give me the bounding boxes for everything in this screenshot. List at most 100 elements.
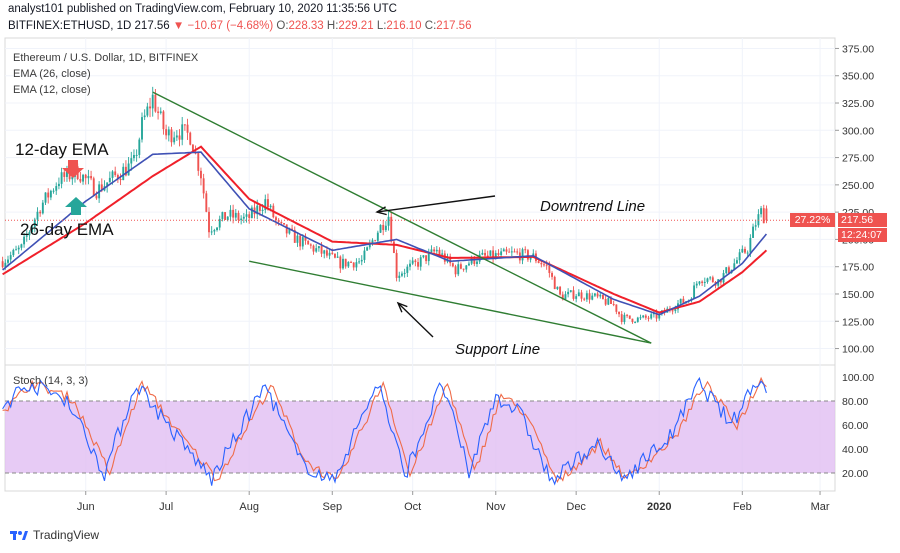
candle-body xyxy=(23,236,26,245)
candle-body xyxy=(703,281,706,283)
candle-body xyxy=(406,266,409,273)
candle-body xyxy=(516,251,519,253)
annotation-downtrend: Downtrend Line xyxy=(540,198,646,215)
high-label: H: xyxy=(326,20,339,32)
legend-ema12[interactable]: EMA (12, close) xyxy=(13,84,91,96)
candle-body xyxy=(4,262,7,268)
candle-body xyxy=(304,237,307,241)
legend-stoch[interactable]: Stoch (14, 3, 3) xyxy=(13,375,89,387)
candle-body xyxy=(49,190,52,198)
candle-body xyxy=(596,293,599,297)
candle-body xyxy=(733,263,736,270)
candle-body xyxy=(28,232,31,236)
stoch-band xyxy=(5,400,835,474)
candle-body xyxy=(151,94,154,109)
candle-body xyxy=(698,281,701,284)
candle-body xyxy=(39,211,42,214)
candle-body xyxy=(291,228,294,230)
ema12-line xyxy=(2,151,768,316)
candle-body xyxy=(634,321,637,323)
annotation-arrows xyxy=(62,160,496,338)
candle-body xyxy=(296,235,299,243)
price-tick-label: 300.00 xyxy=(842,125,874,137)
candle-body xyxy=(682,298,685,303)
candle-body xyxy=(133,155,135,159)
price-axis[interactable]: 375.00350.00325.00300.00275.00250.00225.… xyxy=(835,43,874,480)
time-tick-label: Aug xyxy=(239,501,259,513)
ema26-marker-arrow xyxy=(65,197,87,215)
time-tick-label: Sep xyxy=(322,501,342,513)
candle-body xyxy=(202,178,205,194)
candle-body xyxy=(250,207,253,219)
candle-body xyxy=(315,248,318,252)
candle-body xyxy=(258,205,261,211)
price-pane-border xyxy=(4,37,836,366)
candle-body xyxy=(508,251,511,253)
candle-body xyxy=(540,262,543,265)
candle-body xyxy=(379,224,382,233)
candle-body xyxy=(459,264,462,269)
candle-body xyxy=(224,212,227,220)
time-tick-label: Jun xyxy=(77,501,95,513)
candle-body xyxy=(695,283,698,286)
candle-body xyxy=(106,182,109,187)
candle-body xyxy=(618,311,620,315)
time-tick-label: 2020 xyxy=(647,501,671,513)
candle-body xyxy=(216,227,218,231)
candle-body xyxy=(577,292,580,297)
candle-body xyxy=(100,184,103,191)
change-percent-badge: 27.22% xyxy=(790,213,835,228)
candle-body xyxy=(626,314,629,316)
publish-info: analyst101 published on TradingView.com,… xyxy=(8,3,397,15)
legend-ema26[interactable]: EMA (26, close) xyxy=(13,68,91,80)
candle-body xyxy=(181,124,184,140)
candle-body xyxy=(572,290,575,299)
price-tick-label: 175.00 xyxy=(842,262,874,274)
candle-body xyxy=(468,263,470,266)
candle-body xyxy=(701,281,704,283)
candle-body xyxy=(157,111,160,113)
symbol-line: BITFINEX:ETHUSD, 1D 217.56 ▼ −10.67 (−4.… xyxy=(8,20,471,32)
price-tick-label: 250.00 xyxy=(842,180,874,192)
candle-body xyxy=(87,176,90,179)
candle-body xyxy=(765,208,768,221)
candle-body xyxy=(208,211,210,233)
candle-body xyxy=(510,251,513,253)
candle-body xyxy=(323,250,326,254)
stoch-tick-label: 100.00 xyxy=(842,372,874,384)
candle-body xyxy=(414,260,417,263)
candle-body xyxy=(221,212,224,219)
candle-body xyxy=(178,135,181,140)
candle-body xyxy=(92,178,95,196)
candle-body xyxy=(371,240,374,244)
candle-body xyxy=(537,261,540,263)
candle-body xyxy=(449,256,452,264)
candle-body xyxy=(347,261,350,267)
candle-body xyxy=(44,192,47,203)
candle-body xyxy=(143,115,146,118)
candle-body xyxy=(283,223,285,225)
candle-body xyxy=(674,309,677,311)
candle-body xyxy=(84,174,87,179)
footer-brand[interactable]: TradingView xyxy=(10,528,99,542)
candle-body xyxy=(339,256,342,269)
candle-body xyxy=(401,273,403,276)
candle-body xyxy=(650,314,653,319)
candle-body xyxy=(390,216,393,242)
candle-body xyxy=(462,268,465,270)
candle-body xyxy=(366,247,369,251)
time-tick-label: Oct xyxy=(404,501,421,513)
arrow-to-support xyxy=(397,302,434,338)
high-value: 229.21 xyxy=(338,20,374,32)
candle-body xyxy=(427,251,430,262)
candle-body xyxy=(457,264,460,275)
candle-body xyxy=(492,250,495,259)
candle-body xyxy=(248,214,251,219)
candle-body xyxy=(269,205,272,208)
candle-body xyxy=(57,183,60,187)
arrow-to-support-head xyxy=(396,301,408,313)
time-axis[interactable]: Jun Jul Aug Sep Oct Nov Dec 2020 Feb Mar xyxy=(77,491,830,513)
close-label: C: xyxy=(424,20,437,32)
candle-body xyxy=(693,285,696,299)
